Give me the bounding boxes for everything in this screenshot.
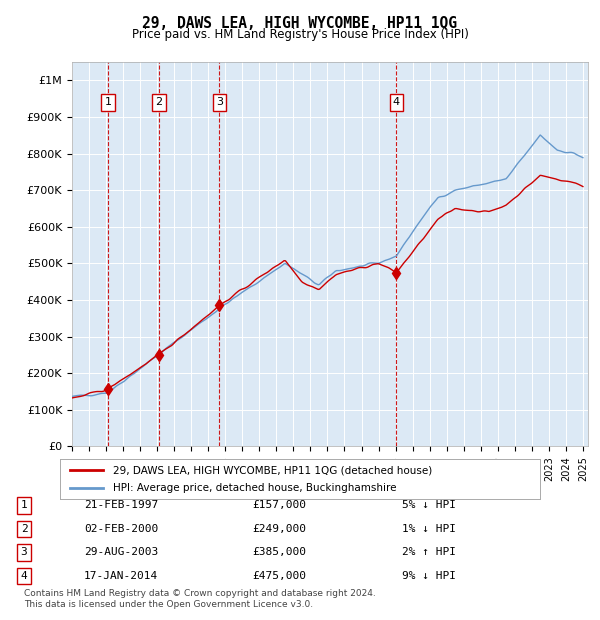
- Text: 2% ↑ HPI: 2% ↑ HPI: [402, 547, 456, 557]
- Text: 29, DAWS LEA, HIGH WYCOMBE, HP11 1QG (detached house): 29, DAWS LEA, HIGH WYCOMBE, HP11 1QG (de…: [113, 465, 432, 475]
- Text: £475,000: £475,000: [252, 571, 306, 581]
- Text: 2: 2: [155, 97, 162, 107]
- Text: 5% ↓ HPI: 5% ↓ HPI: [402, 500, 456, 510]
- Text: 4: 4: [393, 97, 400, 107]
- Text: 02-FEB-2000: 02-FEB-2000: [84, 524, 158, 534]
- Text: 3: 3: [216, 97, 223, 107]
- Text: Contains HM Land Registry data © Crown copyright and database right 2024.
This d: Contains HM Land Registry data © Crown c…: [24, 590, 376, 609]
- Text: 29-AUG-2003: 29-AUG-2003: [84, 547, 158, 557]
- Text: 1: 1: [105, 97, 112, 107]
- Text: £157,000: £157,000: [252, 500, 306, 510]
- Text: 1: 1: [20, 500, 28, 510]
- Text: 2: 2: [20, 524, 28, 534]
- Text: 9% ↓ HPI: 9% ↓ HPI: [402, 571, 456, 581]
- Text: £249,000: £249,000: [252, 524, 306, 534]
- Text: 21-FEB-1997: 21-FEB-1997: [84, 500, 158, 510]
- Text: 3: 3: [20, 547, 28, 557]
- Text: 4: 4: [20, 571, 28, 581]
- Text: Price paid vs. HM Land Registry's House Price Index (HPI): Price paid vs. HM Land Registry's House …: [131, 28, 469, 41]
- Text: 17-JAN-2014: 17-JAN-2014: [84, 571, 158, 581]
- Text: 1% ↓ HPI: 1% ↓ HPI: [402, 524, 456, 534]
- Text: HPI: Average price, detached house, Buckinghamshire: HPI: Average price, detached house, Buck…: [113, 483, 397, 493]
- Text: 29, DAWS LEA, HIGH WYCOMBE, HP11 1QG: 29, DAWS LEA, HIGH WYCOMBE, HP11 1QG: [143, 16, 458, 30]
- Text: £385,000: £385,000: [252, 547, 306, 557]
